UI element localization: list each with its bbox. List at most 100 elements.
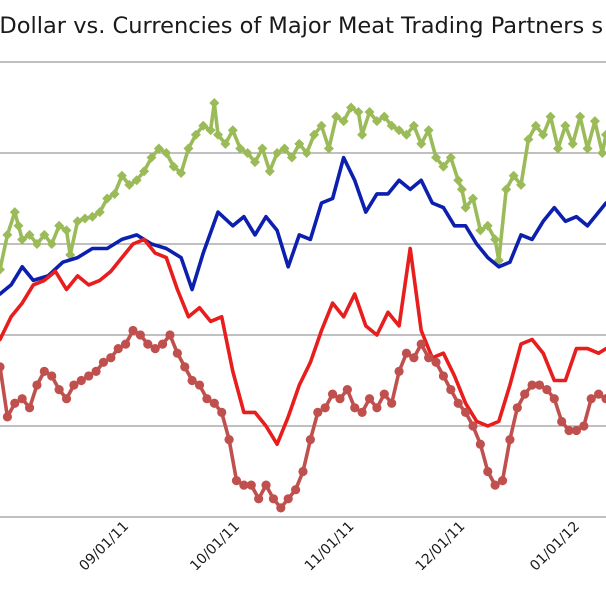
data-point — [106, 353, 116, 363]
data-point — [135, 330, 146, 340]
data-point — [294, 138, 305, 149]
data-point — [387, 398, 397, 408]
data-point — [552, 143, 563, 154]
data-point — [309, 129, 320, 140]
data-point — [261, 480, 271, 490]
data-point — [497, 476, 508, 486]
data-point — [79, 213, 90, 224]
data-point — [438, 371, 449, 381]
data-point — [220, 138, 231, 149]
data-point — [534, 380, 545, 390]
data-point — [545, 111, 556, 122]
data-point — [161, 148, 172, 158]
data-point — [567, 138, 578, 149]
data-point — [2, 412, 12, 422]
series-4 — [0, 325, 606, 513]
data-point — [109, 188, 120, 199]
data-point — [379, 111, 390, 122]
data-point — [475, 439, 485, 449]
data-point — [9, 207, 20, 218]
data-point — [482, 220, 493, 231]
data-point — [150, 344, 160, 354]
data-point — [575, 111, 586, 122]
data-point — [401, 348, 412, 358]
data-point — [560, 120, 571, 131]
data-point — [371, 116, 382, 127]
data-point — [98, 357, 109, 367]
data-point — [394, 125, 405, 136]
data-point — [364, 107, 375, 118]
data-point — [227, 125, 238, 136]
data-point — [76, 375, 86, 386]
data-point — [124, 179, 135, 190]
data-point — [490, 234, 501, 245]
data-point — [276, 503, 286, 513]
data-point — [102, 193, 113, 204]
data-point — [190, 129, 201, 140]
data-point — [165, 330, 175, 340]
data-point — [202, 394, 212, 404]
data-point — [424, 353, 434, 363]
series-2-line — [0, 155, 606, 296]
data-point — [183, 143, 194, 154]
series-1-line — [0, 101, 606, 272]
data-point — [516, 179, 527, 190]
data-point — [301, 148, 312, 158]
data-point — [32, 380, 42, 390]
data-point — [357, 129, 368, 140]
data-point — [331, 111, 342, 122]
data-point — [394, 366, 404, 376]
data-point — [69, 380, 79, 390]
data-point — [456, 184, 467, 195]
data-point — [431, 357, 441, 367]
data-point — [39, 366, 49, 376]
data-point — [501, 184, 512, 195]
data-point — [416, 138, 427, 149]
data-point — [131, 175, 142, 186]
data-point — [54, 220, 65, 231]
data-point — [298, 466, 308, 477]
data-point — [460, 202, 471, 213]
data-point — [224, 435, 234, 445]
data-point — [423, 125, 434, 136]
data-point — [87, 211, 98, 222]
data-point — [209, 97, 220, 108]
data-point — [564, 425, 574, 436]
data-point — [483, 466, 493, 477]
data-point — [54, 385, 64, 395]
series-4-line — [0, 328, 606, 510]
data-point — [601, 394, 606, 404]
data-point — [305, 435, 315, 445]
data-point — [589, 116, 600, 127]
data-point — [46, 239, 57, 249]
data-point — [338, 116, 349, 127]
data-point — [467, 193, 478, 204]
data-point — [39, 229, 50, 240]
data-point — [242, 148, 253, 158]
data-point — [549, 394, 559, 404]
x-tick-label: 12/01/11 — [413, 519, 469, 575]
x-tick-label: 01/01/12 — [527, 519, 583, 575]
x-tick-label: 09/01/11 — [76, 519, 132, 575]
data-point — [235, 143, 246, 154]
data-point — [475, 225, 486, 236]
data-point — [24, 229, 35, 240]
data-point — [508, 170, 519, 181]
data-point — [597, 148, 606, 158]
data-point — [257, 143, 268, 154]
series-3 — [0, 237, 606, 447]
data-point — [523, 134, 534, 145]
data-point — [557, 416, 567, 427]
x-tick-label: 10/01/11 — [187, 519, 243, 575]
series-3-line — [0, 237, 606, 447]
data-point — [268, 494, 279, 504]
data-point — [530, 120, 541, 131]
data-point — [445, 152, 456, 163]
data-point — [231, 476, 242, 486]
data-point — [453, 175, 464, 186]
data-point — [586, 394, 596, 404]
data-point — [601, 129, 606, 140]
data-point — [139, 166, 150, 177]
data-point — [401, 129, 412, 140]
data-point — [91, 366, 101, 376]
